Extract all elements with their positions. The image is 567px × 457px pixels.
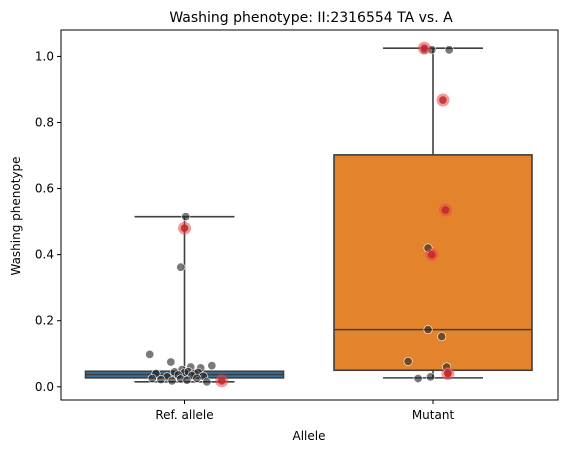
- data-point: [426, 372, 436, 382]
- data-point: [202, 377, 212, 387]
- highlighted-point: [420, 44, 429, 52]
- box-ref-allele: [84, 215, 285, 383]
- y-tick-label: 0.8: [35, 116, 54, 130]
- data-point: [403, 356, 413, 366]
- y-tick-label: 0.0: [35, 380, 54, 394]
- data-point: [167, 376, 177, 386]
- box-body: [333, 154, 533, 372]
- y-tick-label: 0.6: [35, 182, 54, 196]
- data-point: [156, 375, 166, 385]
- data-point: [192, 373, 202, 383]
- x-axis: Ref. allele Mutant: [155, 400, 454, 422]
- data-point: [182, 375, 192, 385]
- y-tick-label: 1.0: [35, 49, 54, 63]
- highlighted-point: [441, 206, 450, 214]
- y-tick-label: 0.4: [35, 248, 54, 262]
- data-point: [176, 262, 186, 272]
- data-point: [207, 361, 217, 371]
- data-point: [437, 332, 447, 342]
- data-point: [444, 45, 454, 55]
- data-point: [145, 349, 155, 359]
- data-point: [147, 374, 157, 384]
- data-point: [166, 357, 176, 367]
- strip-points: [145, 41, 455, 388]
- data-point: [181, 212, 191, 222]
- highlighted-point: [180, 224, 189, 233]
- x-axis-label: Allele: [293, 429, 326, 443]
- x-tick-label: Ref. allele: [155, 408, 213, 422]
- box-mutant: [333, 47, 533, 379]
- plot-area: [84, 41, 533, 388]
- y-axis-label: Washing phenotype: [9, 156, 23, 275]
- x-tick-label: Mutant: [412, 408, 455, 422]
- highlighted-point: [217, 377, 226, 385]
- highlighted-point: [444, 369, 452, 378]
- data-point: [413, 374, 423, 384]
- y-tick-label: 0.2: [35, 314, 54, 328]
- y-axis: 0.0 0.2 0.4 0.6 0.8 1.0: [35, 49, 61, 394]
- highlighted-point: [427, 250, 436, 259]
- highlighted-point: [439, 96, 447, 104]
- plot-frame: [60, 29, 559, 401]
- chart-title: Washing phenotype: II:2316554 TA vs. A: [169, 10, 453, 26]
- data-point: [423, 325, 433, 335]
